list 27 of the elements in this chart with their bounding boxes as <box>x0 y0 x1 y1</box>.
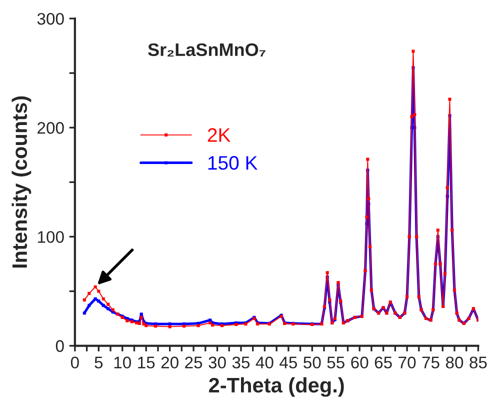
x-tick-label: 5 <box>94 356 103 368</box>
x-tick-label: 15 <box>138 356 155 368</box>
text: Sr₂LaSnMnO₇ <box>148 43 266 56</box>
y-tick-label: 100 <box>38 231 64 243</box>
x-tick-label: 45 <box>280 356 298 368</box>
legend-label: 2K <box>208 128 231 142</box>
x-tick-label: 85 <box>470 356 487 368</box>
x-tick-label: 25 <box>185 356 202 368</box>
x-tick-label: 10 <box>114 356 131 368</box>
y-tick-label: 0 <box>56 340 64 352</box>
x-tick-label: 40 <box>256 356 274 368</box>
y-tick-label: 200 <box>38 122 64 134</box>
x-axis-title: 2-Theta (deg.) <box>209 377 344 397</box>
legend-label: 150 K <box>208 156 258 170</box>
x-tick-label: 55 <box>327 356 344 368</box>
x-tick-label: 65 <box>374 356 392 368</box>
x-tick-label: 0 <box>70 356 79 368</box>
x-tick-label: 60 <box>351 356 368 368</box>
x-tick-label: 30 <box>208 356 226 368</box>
x-tick-label: 70 <box>398 356 416 368</box>
x-tick-label: 50 <box>304 356 321 368</box>
x-tick-label: 35 <box>232 356 250 368</box>
x-tick-label: 75 <box>422 356 440 368</box>
x-tick-label: 80 <box>446 356 464 368</box>
y-axis-title: Intensity (counts) <box>12 96 32 268</box>
y-tick-label: 300 <box>37 12 64 25</box>
x-tick-label: 20 <box>161 356 178 368</box>
